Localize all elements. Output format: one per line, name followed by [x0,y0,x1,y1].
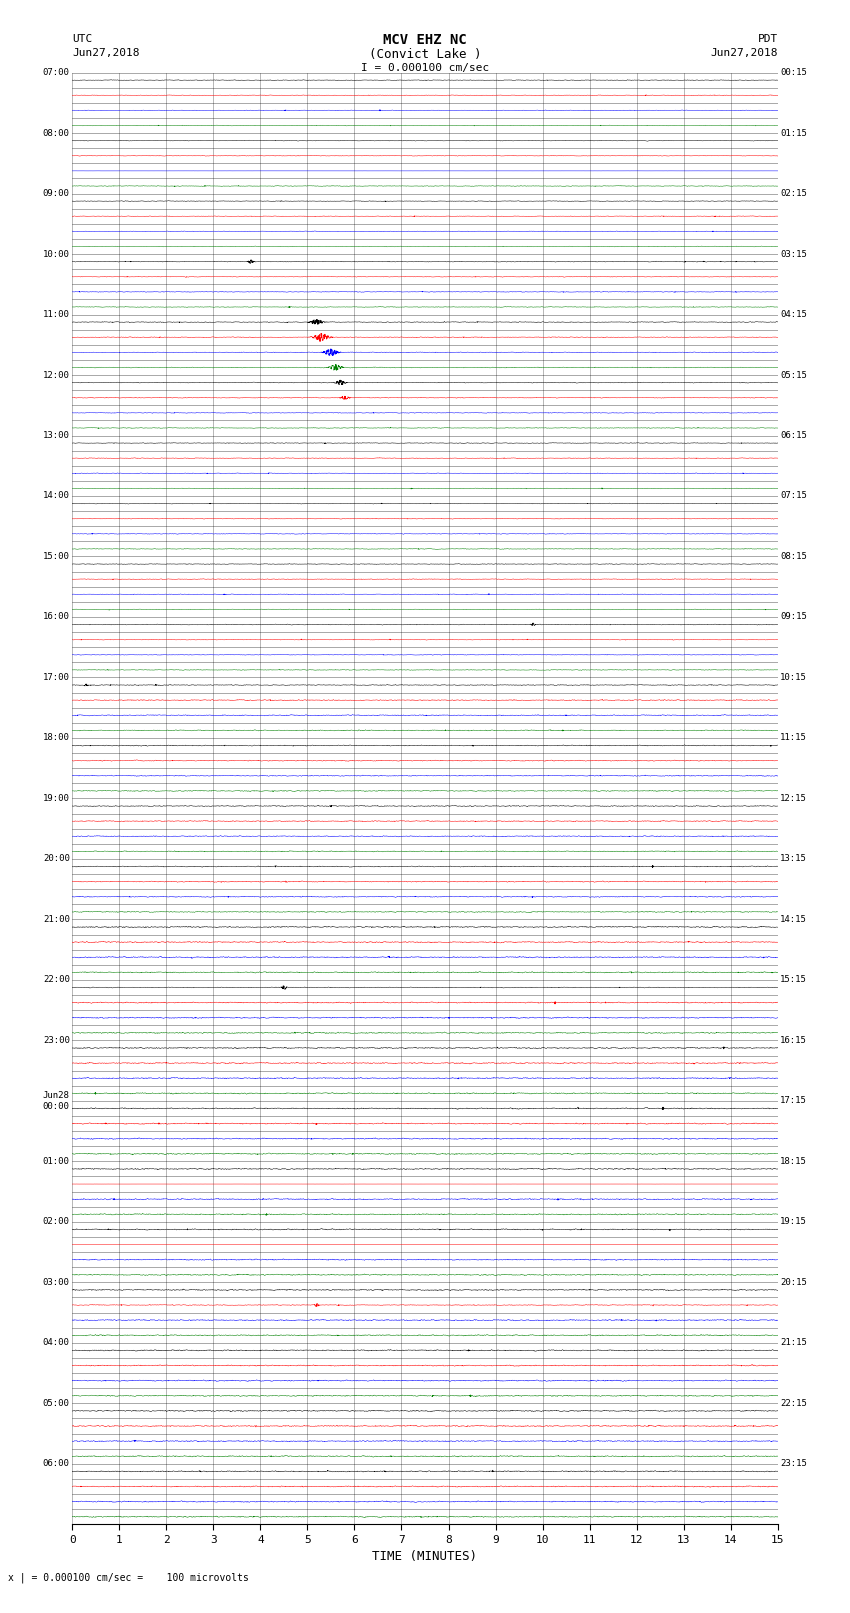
Text: 07:00: 07:00 [42,68,70,77]
Text: 18:15: 18:15 [780,1157,808,1166]
Text: 17:15: 17:15 [780,1097,808,1105]
Text: 02:15: 02:15 [780,189,808,198]
Text: 02:00: 02:00 [42,1218,70,1226]
X-axis label: TIME (MINUTES): TIME (MINUTES) [372,1550,478,1563]
Text: 09:15: 09:15 [780,613,808,621]
Text: 13:15: 13:15 [780,855,808,863]
Text: 03:15: 03:15 [780,250,808,258]
Text: MCV EHZ NC: MCV EHZ NC [383,34,467,47]
Text: 17:00: 17:00 [42,673,70,682]
Text: 22:15: 22:15 [780,1398,808,1408]
Text: Jun27,2018: Jun27,2018 [711,48,778,58]
Text: 11:00: 11:00 [42,310,70,319]
Text: 16:00: 16:00 [42,613,70,621]
Text: 04:15: 04:15 [780,310,808,319]
Text: 09:00: 09:00 [42,189,70,198]
Text: UTC: UTC [72,34,93,44]
Text: 18:00: 18:00 [42,734,70,742]
Text: PDT: PDT [757,34,778,44]
Text: 14:00: 14:00 [42,492,70,500]
Text: 11:15: 11:15 [780,734,808,742]
Text: 19:00: 19:00 [42,794,70,803]
Text: 19:15: 19:15 [780,1218,808,1226]
Text: x | = 0.000100 cm/sec =    100 microvolts: x | = 0.000100 cm/sec = 100 microvolts [8,1573,249,1582]
Text: 12:00: 12:00 [42,371,70,379]
Text: 01:00: 01:00 [42,1157,70,1166]
Text: 20:15: 20:15 [780,1277,808,1287]
Text: I = 0.000100 cm/sec: I = 0.000100 cm/sec [361,63,489,73]
Text: 12:15: 12:15 [780,794,808,803]
Text: 21:15: 21:15 [780,1339,808,1347]
Text: 15:15: 15:15 [780,976,808,984]
Text: 00:15: 00:15 [780,68,808,77]
Text: 10:15: 10:15 [780,673,808,682]
Text: 06:15: 06:15 [780,431,808,440]
Text: 20:00: 20:00 [42,855,70,863]
Text: Jun27,2018: Jun27,2018 [72,48,139,58]
Text: 23:00: 23:00 [42,1036,70,1045]
Text: 05:00: 05:00 [42,1398,70,1408]
Text: 23:15: 23:15 [780,1460,808,1468]
Text: 03:00: 03:00 [42,1277,70,1287]
Text: 15:00: 15:00 [42,552,70,561]
Text: 13:00: 13:00 [42,431,70,440]
Text: 07:15: 07:15 [780,492,808,500]
Text: 06:00: 06:00 [42,1460,70,1468]
Text: (Convict Lake ): (Convict Lake ) [369,48,481,61]
Text: 05:15: 05:15 [780,371,808,379]
Text: Jun28
00:00: Jun28 00:00 [42,1090,70,1111]
Text: 10:00: 10:00 [42,250,70,258]
Text: 08:15: 08:15 [780,552,808,561]
Text: 01:15: 01:15 [780,129,808,137]
Text: 08:00: 08:00 [42,129,70,137]
Text: 22:00: 22:00 [42,976,70,984]
Text: 04:00: 04:00 [42,1339,70,1347]
Text: 21:00: 21:00 [42,915,70,924]
Text: 16:15: 16:15 [780,1036,808,1045]
Text: 14:15: 14:15 [780,915,808,924]
